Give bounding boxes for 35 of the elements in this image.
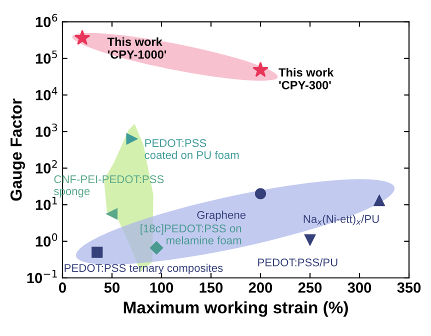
y-tick-label: 10$^{0}$ xyxy=(36,233,58,247)
series-label: PEDOT:PSS/PU xyxy=(258,258,338,266)
y-tick-label: 10$^{6}$ xyxy=(36,14,58,28)
x-tick-label: 350 xyxy=(397,282,421,293)
x-tick-label: 100 xyxy=(150,282,174,293)
point xyxy=(126,133,138,144)
point xyxy=(254,188,266,200)
y-tick-label: 10$^{1}$ xyxy=(36,196,57,210)
point xyxy=(106,208,118,220)
x-tick-label: 50 xyxy=(104,282,120,293)
y-axis-title: Gauge Factor xyxy=(10,98,25,201)
series-label: Na$_{x}$(Ni-ett)$_{x}$/PU xyxy=(304,214,379,226)
series-label: This work 'CPY-300' xyxy=(278,68,334,90)
y-tick-label: 10$^{4}$ xyxy=(36,87,58,100)
y-tick-label: 10$^{2}$ xyxy=(36,160,57,174)
x-tick-label: 150 xyxy=(200,282,223,293)
series-label: This work 'CPY-1000' xyxy=(107,37,166,59)
point xyxy=(150,241,164,254)
point xyxy=(304,234,316,246)
text: PEDOT:PSS ternary composites xyxy=(64,264,223,274)
x-tick-label: 0 xyxy=(59,282,66,293)
point xyxy=(74,30,90,45)
x-tick-label: 250 xyxy=(298,282,322,293)
x-axis-title: Maximum working strain (%) xyxy=(124,301,348,317)
point xyxy=(92,246,103,258)
series-label: [18c]PEDOT:PSS on melamine foam xyxy=(140,224,242,244)
series-label: Graphene xyxy=(197,210,246,222)
y-tick-label: 10$^{−1}$ xyxy=(27,270,57,284)
y-tick-label: 10$^{5}$ xyxy=(36,50,57,64)
point xyxy=(252,62,268,77)
x-tick-label: 200 xyxy=(248,282,272,293)
point xyxy=(374,194,385,206)
y-tick-label: 10$^{3}$ xyxy=(36,124,58,137)
series-label: PEDOT:PSS coated on PU foam xyxy=(144,139,239,159)
x-tick-label: 300 xyxy=(348,282,372,293)
